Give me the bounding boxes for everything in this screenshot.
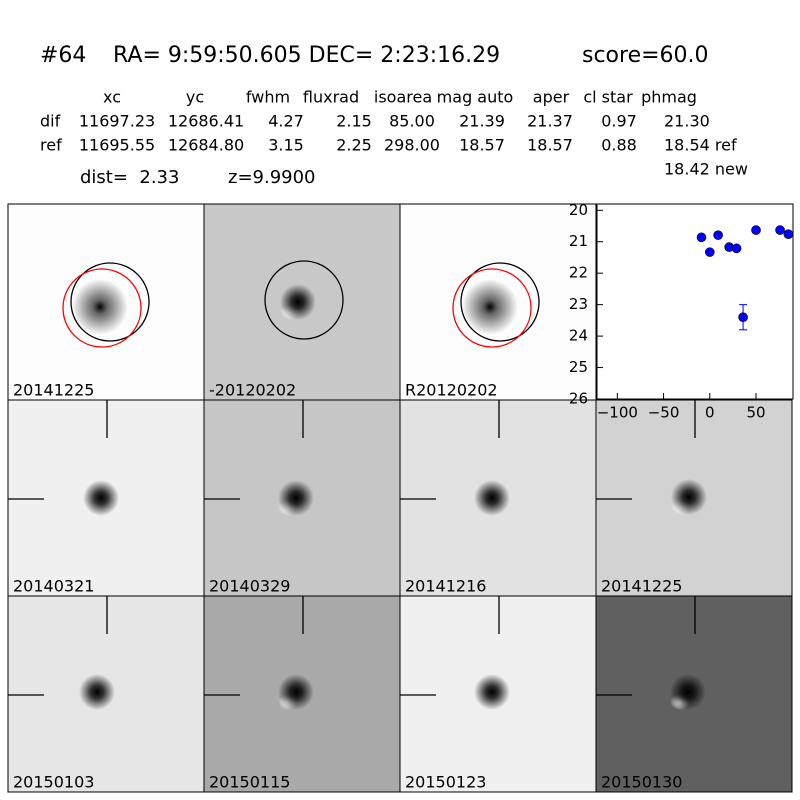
column-header: fwhm bbox=[246, 88, 290, 107]
table-cell: 21.37 bbox=[527, 112, 573, 131]
table-cell: 12684.80 bbox=[168, 136, 244, 155]
panel-label: 20150130 bbox=[601, 773, 682, 792]
column-header: cl star bbox=[583, 88, 633, 107]
source bbox=[79, 674, 115, 710]
y-tick-label: 21 bbox=[569, 232, 588, 250]
table-cell: 85.00 bbox=[389, 112, 435, 131]
column-header: isoarea bbox=[374, 88, 432, 107]
y-tick-label: 22 bbox=[569, 264, 588, 282]
panel-label: 20150103 bbox=[13, 773, 94, 792]
row-label: ref bbox=[40, 136, 62, 155]
x-tick-label: 50 bbox=[746, 404, 765, 422]
table-cell: 18.54 ref bbox=[664, 136, 737, 155]
source bbox=[474, 674, 510, 710]
z-value: z=9.9900 bbox=[228, 167, 316, 188]
source bbox=[278, 480, 314, 516]
table-cell: 18.57 bbox=[527, 136, 573, 155]
point bbox=[731, 243, 742, 254]
x-tick-label: 0 bbox=[705, 404, 715, 422]
y-tick-label: 23 bbox=[569, 295, 588, 313]
ref-aperture bbox=[62, 268, 142, 348]
y-tick-label: 25 bbox=[569, 358, 588, 376]
point bbox=[775, 225, 785, 235]
column-header: fluxrad bbox=[303, 88, 359, 107]
table-cell: 298.00 bbox=[384, 136, 440, 155]
point bbox=[713, 230, 723, 240]
table-cell: 21.30 bbox=[664, 112, 710, 131]
table-cell: 3.15 bbox=[268, 136, 304, 155]
source bbox=[671, 479, 707, 515]
panel-label: 20141216 bbox=[405, 577, 486, 596]
y-tick-label: 26 bbox=[569, 390, 588, 408]
table-cell: 12686.41 bbox=[168, 112, 244, 131]
aperture bbox=[70, 262, 150, 342]
source bbox=[278, 674, 314, 710]
panel-label: -20120202 bbox=[209, 381, 296, 400]
table-cell: 0.97 bbox=[601, 112, 637, 131]
panel-label: 20141225 bbox=[601, 577, 682, 596]
panel-label: 20150115 bbox=[209, 773, 290, 792]
point bbox=[751, 225, 761, 235]
panel-label: R20120202 bbox=[405, 381, 498, 400]
plot-area bbox=[596, 203, 794, 400]
column-header: yc bbox=[186, 88, 204, 107]
row-label: dif bbox=[40, 112, 61, 131]
column-header: phmag bbox=[641, 88, 697, 107]
y-tick-label: 24 bbox=[569, 327, 588, 345]
source bbox=[72, 279, 128, 335]
table-cell: 2.25 bbox=[336, 136, 372, 155]
ref-aperture bbox=[452, 268, 532, 348]
table-cell: 2.15 bbox=[336, 112, 372, 131]
candidate-id: #64 bbox=[40, 43, 86, 68]
source bbox=[670, 674, 706, 710]
panel-label: 20140321 bbox=[13, 577, 94, 596]
table-cell: 21.39 bbox=[459, 112, 505, 131]
table-cell: 11695.55 bbox=[79, 136, 155, 155]
source bbox=[83, 480, 119, 516]
column-header: mag auto bbox=[437, 88, 514, 107]
table-cell: 11697.23 bbox=[79, 112, 155, 131]
point bbox=[783, 229, 794, 239]
column-header: xc bbox=[103, 88, 121, 107]
distance: dist= 2.33 bbox=[80, 167, 179, 188]
column-header: aper bbox=[533, 88, 570, 107]
score: score=60.0 bbox=[582, 43, 709, 68]
phmag-new: 18.42 new bbox=[664, 160, 748, 179]
aperture bbox=[460, 262, 540, 342]
source bbox=[280, 284, 316, 320]
aperture bbox=[264, 260, 344, 340]
y-tick-label: 20 bbox=[569, 201, 588, 219]
x-tick-label: −50 bbox=[648, 404, 680, 422]
point bbox=[738, 312, 748, 323]
panel-label: 20150123 bbox=[405, 773, 486, 792]
source bbox=[462, 279, 518, 335]
source bbox=[474, 480, 510, 516]
panel-label: 20140329 bbox=[209, 577, 290, 596]
table-cell: 18.57 bbox=[459, 136, 505, 155]
table-cell: 4.27 bbox=[268, 112, 304, 131]
table-cell: 0.88 bbox=[601, 136, 637, 155]
panel-label: 20141225 bbox=[13, 381, 94, 400]
coordinates: RA= 9:59:50.605 DEC= 2:23:16.29 bbox=[113, 43, 500, 68]
point bbox=[704, 247, 715, 257]
point bbox=[696, 232, 707, 243]
x-tick-label: −100 bbox=[597, 404, 638, 422]
